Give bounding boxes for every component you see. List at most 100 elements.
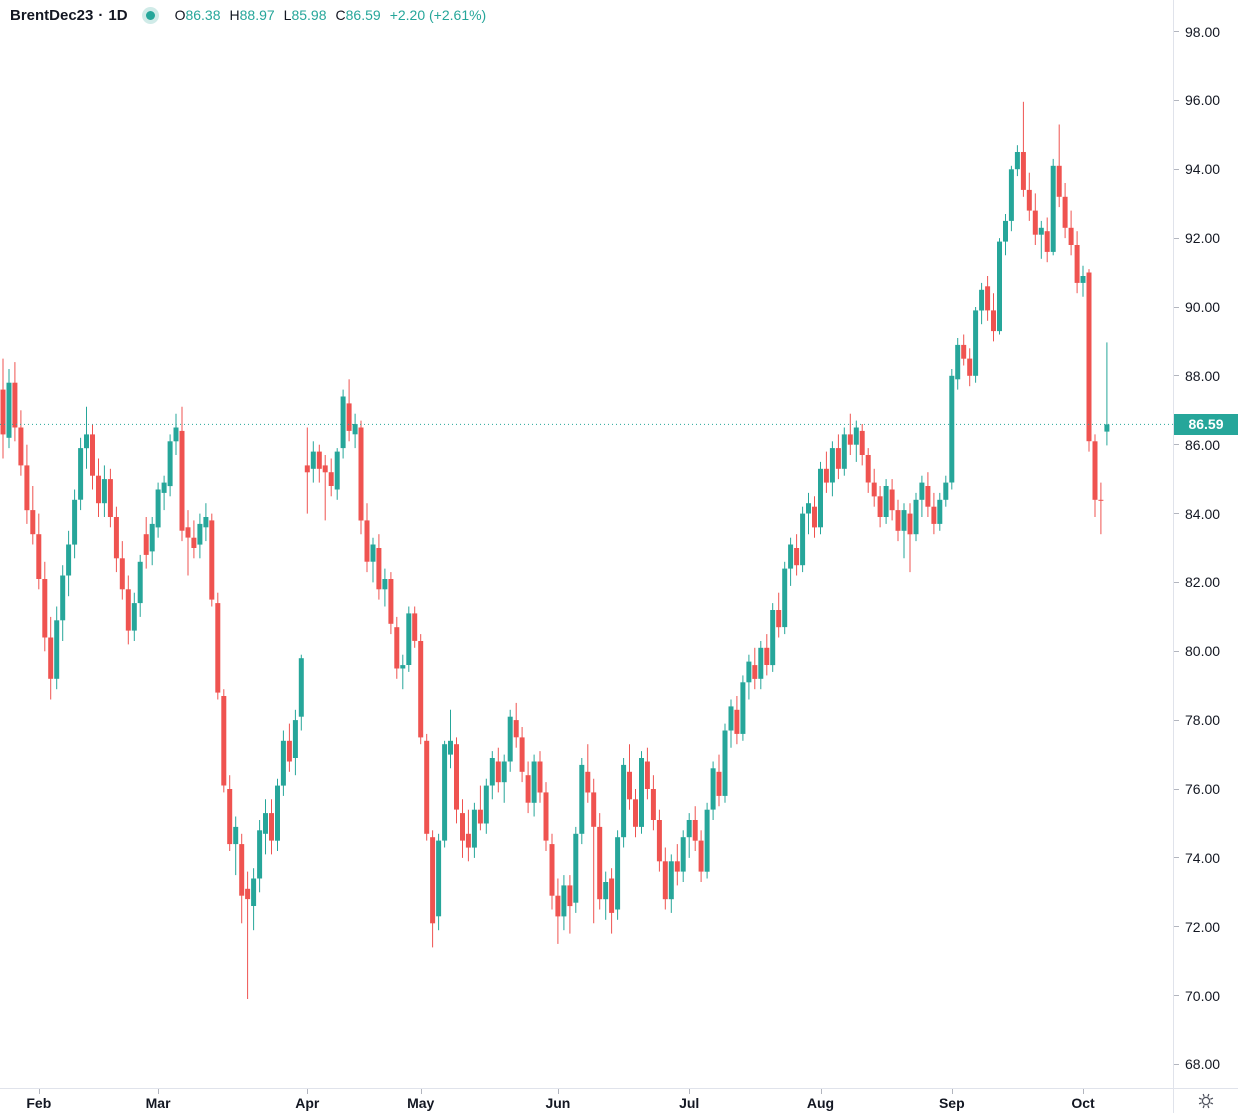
candle: [221, 689, 227, 793]
time-tick: [158, 1089, 160, 1094]
candle: [209, 513, 215, 607]
candle: [555, 878, 561, 944]
candle: [1104, 342, 1110, 446]
candle: [460, 799, 465, 858]
candle: [12, 362, 18, 442]
candle: [483, 778, 489, 834]
candle: [704, 802, 710, 879]
time-tick: [820, 1089, 822, 1094]
candle: [513, 702, 519, 748]
candle: [680, 830, 686, 882]
candle: [215, 592, 221, 700]
candle: [985, 276, 991, 321]
candle: [42, 561, 48, 652]
candle: [627, 744, 632, 810]
candle: [949, 369, 955, 490]
candle: [107, 468, 113, 528]
candle: [901, 503, 907, 559]
price-tick: [1174, 444, 1179, 446]
time-axis[interactable]: Feb Mar Apr May Jun Jul Aug Sep Oct: [0, 1088, 1173, 1113]
candle: [740, 675, 746, 741]
candle: [304, 427, 310, 514]
price-tick: [1174, 237, 1179, 239]
candle: [847, 413, 853, 455]
market-status-dot-icon: [145, 10, 155, 20]
high-value: H88.97: [229, 7, 275, 23]
candle: [1068, 210, 1074, 256]
candle: [394, 616, 400, 679]
candle: [877, 486, 883, 528]
month-label: Feb: [26, 1095, 52, 1111]
candle: [286, 723, 292, 772]
candle: [639, 751, 644, 834]
month-label: Jun: [545, 1095, 571, 1111]
candle: [835, 434, 841, 480]
candle: [424, 733, 430, 841]
candle: [752, 647, 758, 690]
candle: [239, 833, 245, 924]
month-label: Mar: [145, 1095, 171, 1111]
candle: [1080, 265, 1086, 297]
price-tick: [1174, 719, 1179, 721]
price-axis-label: 96.00: [1185, 92, 1221, 109]
candle: [322, 455, 328, 521]
candle: [823, 451, 829, 493]
candle: [585, 744, 591, 803]
candle: [448, 709, 453, 769]
price-chart[interactable]: BrentDec23 · 1D O86.38 H88.97 L85.98 C86…: [0, 0, 1173, 1088]
candle: [519, 727, 525, 783]
candle: [716, 754, 722, 807]
time-tick: [1083, 1089, 1084, 1094]
price-tick: [1174, 1063, 1179, 1065]
candle: [674, 844, 680, 886]
candle: [60, 565, 66, 641]
candle: [537, 751, 543, 803]
interval-label[interactable]: 1D: [108, 6, 128, 24]
candle: [591, 778, 597, 924]
candle: [406, 606, 412, 672]
candle: [794, 534, 800, 576]
candle: [507, 709, 513, 772]
candlestick-canvas: [0, 101, 1173, 999]
candle: [113, 506, 119, 573]
month-label: May: [407, 1095, 435, 1111]
candle: [615, 830, 621, 920]
candle: [161, 475, 167, 511]
candle: [54, 606, 60, 690]
candle: [525, 761, 531, 814]
candle: [573, 826, 579, 913]
candle: [245, 871, 251, 999]
candle: [1074, 231, 1080, 294]
candle: [495, 747, 501, 793]
candle: [137, 554, 143, 617]
candle: [149, 517, 155, 566]
candle: [812, 496, 817, 538]
candle: [275, 778, 280, 851]
price-axis-label: 90.00: [1185, 299, 1221, 315]
candle: [442, 740, 448, 848]
symbol-name[interactable]: BrentDec23: [10, 6, 94, 24]
candle: [567, 875, 573, 934]
price-axis-label: 72.00: [1185, 918, 1221, 935]
candle: [143, 517, 149, 569]
candle: [1050, 158, 1056, 256]
candle: [280, 730, 286, 796]
candle: [549, 833, 555, 910]
candle: [1098, 482, 1104, 535]
axis-settings-button[interactable]: [1195, 1090, 1217, 1112]
candle: [698, 830, 704, 882]
price-axis[interactable]: 86.59 98.00 96.00 94.00 92.00 90.00 88.00 86.0…: [1173, 0, 1238, 1088]
candle: [722, 723, 728, 803]
candle: [382, 568, 388, 607]
candle: [430, 830, 436, 948]
candle: [841, 427, 847, 476]
candle: [101, 465, 107, 517]
candle: [125, 575, 131, 645]
symbol-separator: ·: [98, 6, 104, 24]
candle: [48, 616, 54, 700]
candle: [1008, 165, 1014, 232]
price-axis-label: 92.00: [1185, 230, 1221, 247]
candle: [644, 747, 650, 800]
candle: [376, 534, 382, 600]
candle: [734, 696, 740, 745]
